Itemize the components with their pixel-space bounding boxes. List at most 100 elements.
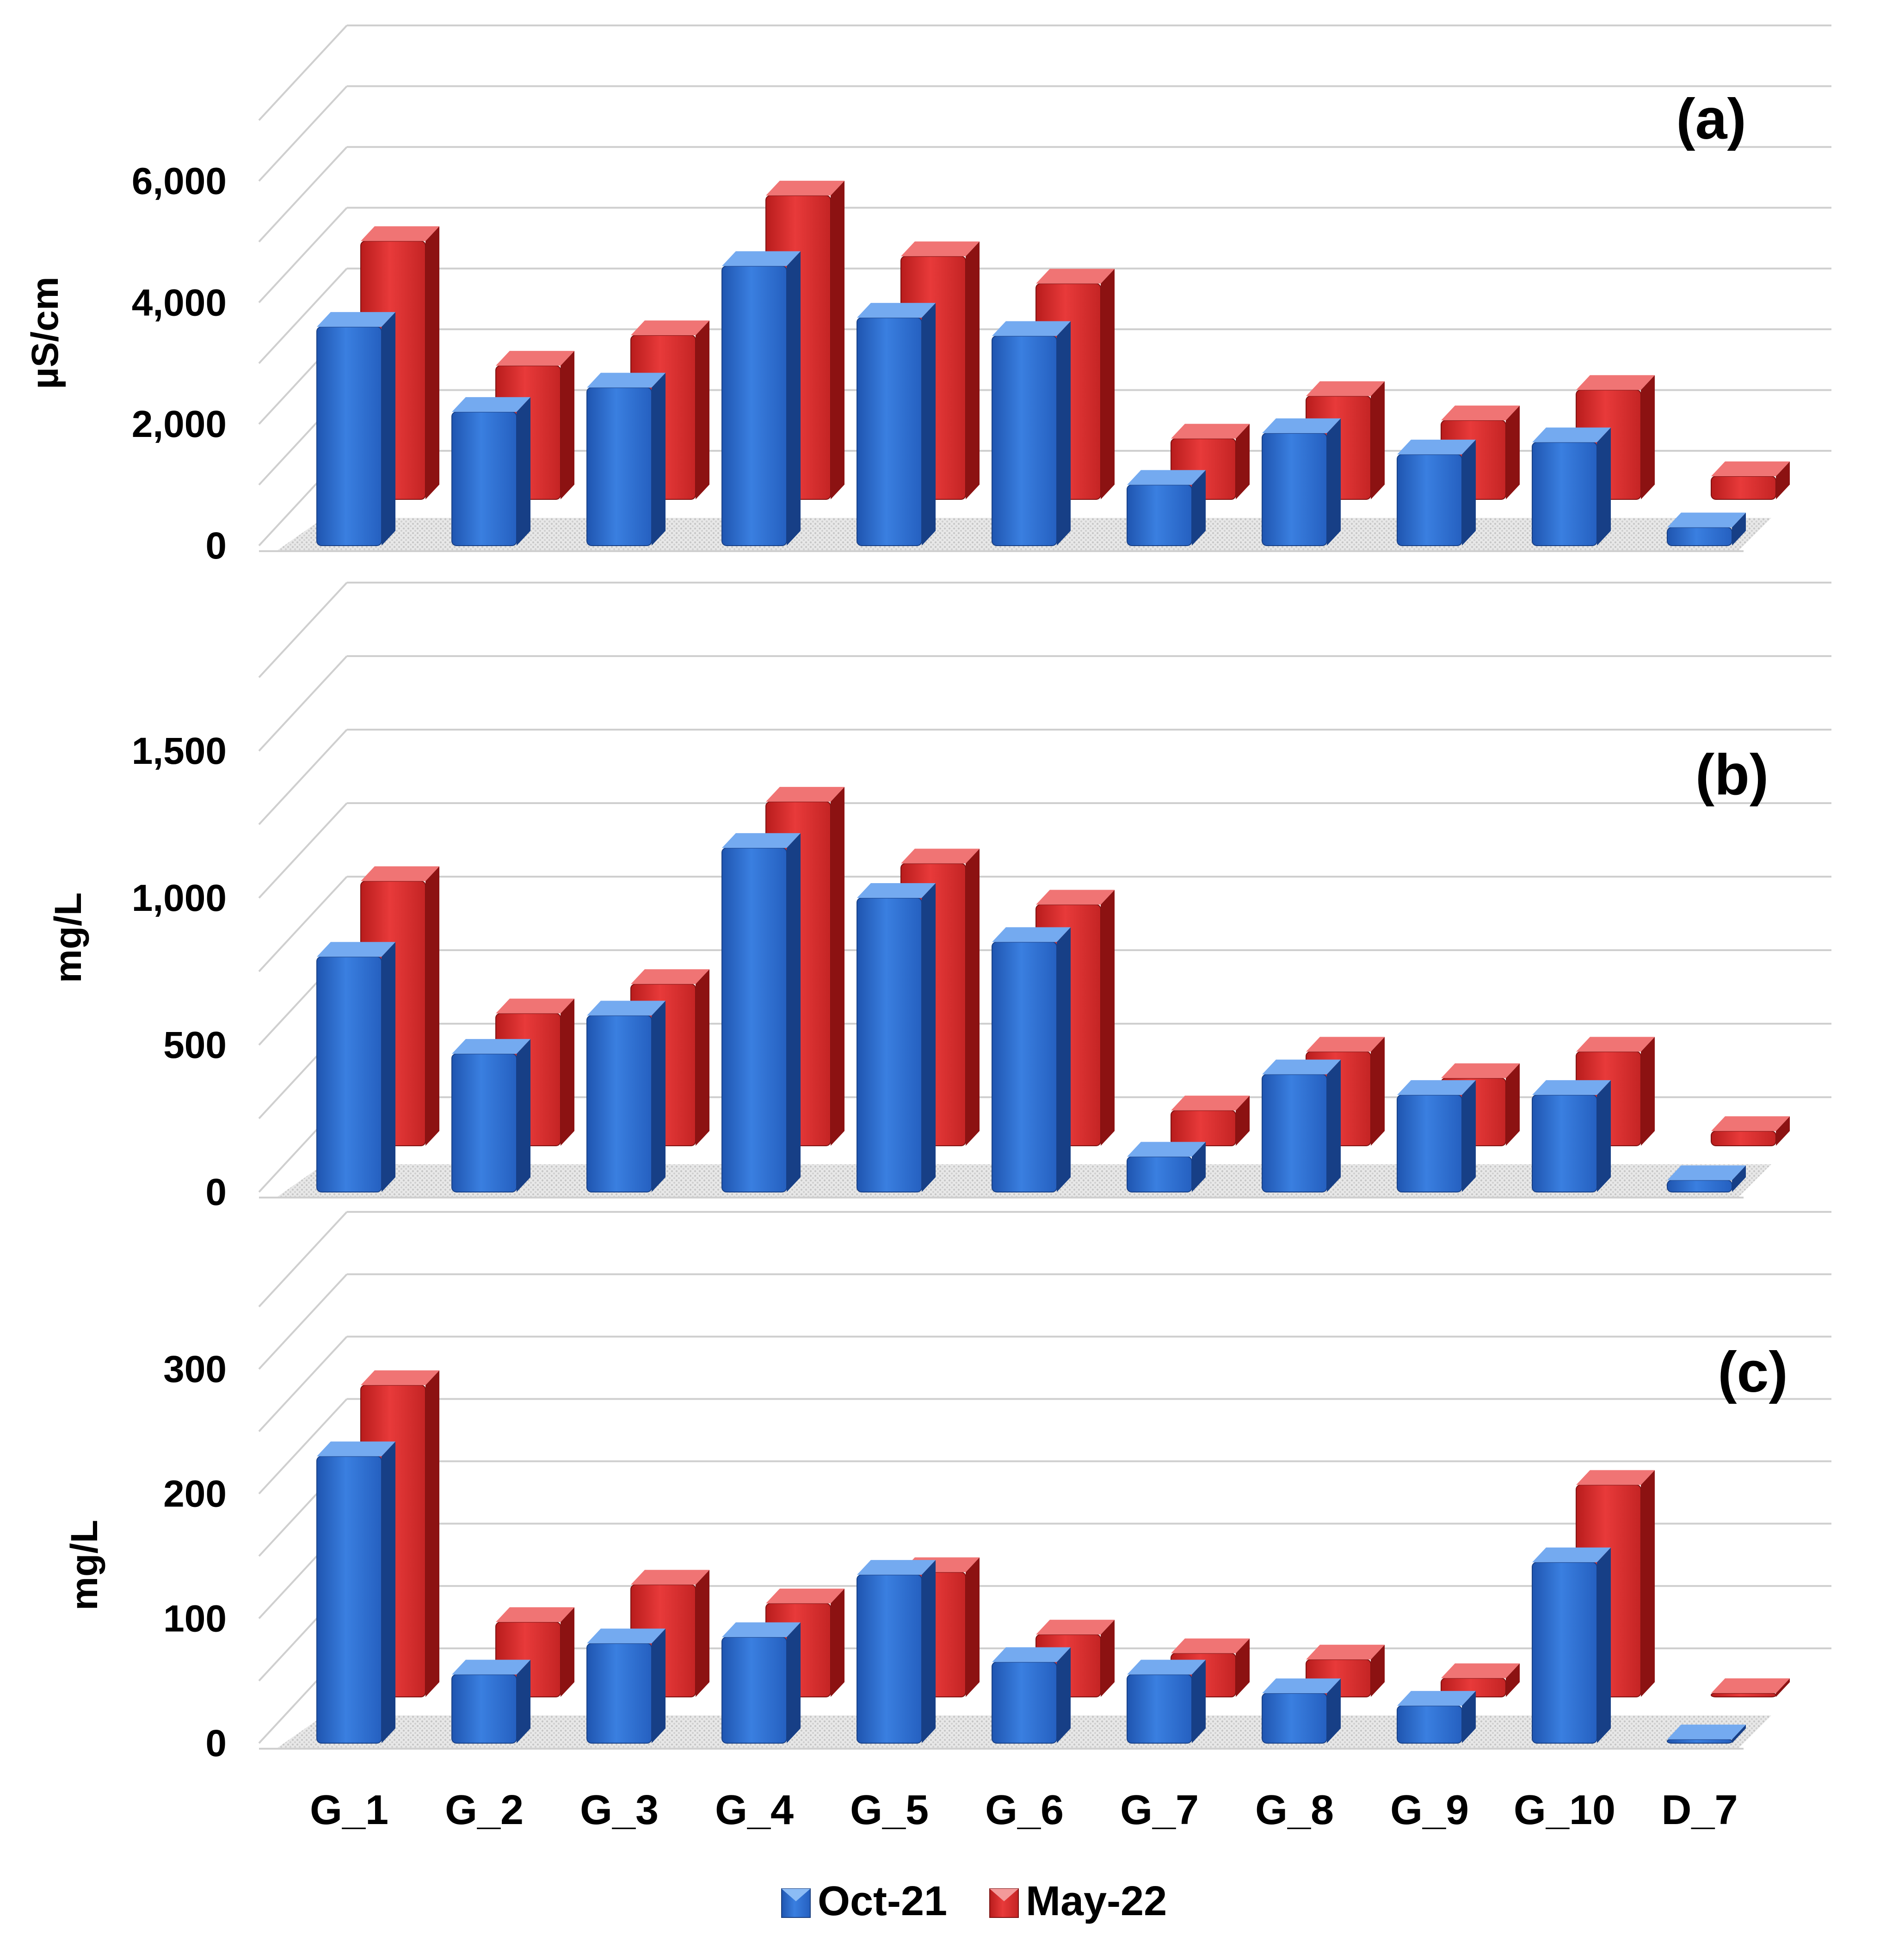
y-axis-label: mg/L [47, 892, 89, 983]
bar-a-g-4-oct-21-front [721, 265, 787, 546]
y-tick-label: 2,000 [132, 403, 227, 445]
bar-b-g-2-oct-21-front [451, 1053, 517, 1193]
bar-b-g-6-oct-21 [992, 927, 1071, 1192]
bar-b-g-2-oct-21 [451, 1039, 530, 1193]
bar-c-g-1-oct-21-front [316, 1456, 382, 1744]
bar-a-g-6-oct-21-side [1057, 321, 1071, 546]
panel-b-bars [316, 786, 1790, 1193]
bar-c-g-5-oct-21-top [857, 1560, 936, 1575]
x-tick-label-g-7: G_7 [1120, 1787, 1199, 1833]
bar-c-g-1-oct-21 [316, 1441, 395, 1744]
bar-c-g-10-oct-21-side [1597, 1547, 1611, 1743]
bar-c-g-4-oct-21-side [787, 1622, 801, 1743]
bar-b-g-5-oct-21-side [922, 883, 936, 1192]
bar-b-g-1-may-22-top [361, 866, 439, 881]
x-tick-label-g-3: G_3 [580, 1787, 659, 1833]
bar-b-g-7-oct-21-top [1127, 1142, 1206, 1157]
bar-b-g-5-oct-21 [857, 883, 936, 1192]
y-tick-label: 500 [163, 1024, 227, 1066]
bar-a-g-10-oct-21 [1532, 427, 1611, 546]
bar-a-g-9-oct-21 [1397, 439, 1476, 546]
x-tick-label-g-4: G_4 [715, 1787, 794, 1833]
bar-b-g-8-oct-21-top [1262, 1059, 1341, 1075]
bar-c-g-8-oct-21-side [1327, 1678, 1341, 1743]
bar-c-g-7-oct-21-side [1192, 1659, 1206, 1743]
bar-c-g-2-may-22-top [496, 1607, 574, 1622]
bar-b-g-4-oct-21-side [787, 833, 801, 1192]
bar-c-g-2-oct-21-top [452, 1659, 530, 1675]
bar-b-g-8-may-22-side [1371, 1037, 1385, 1146]
bar-a-d-7-oct-21-side [1732, 512, 1746, 546]
bar-a-d-7-may-22 [1711, 461, 1790, 500]
bar-a-g-6-oct-21-top [992, 321, 1071, 336]
bar-a-g-4-may-22-side [831, 180, 844, 499]
bar-a-g-1-oct-21-front [316, 326, 382, 546]
bar-a-g-4-oct-21-side [787, 251, 801, 546]
bar-a-g-3-oct-21 [586, 373, 666, 546]
bar-a-d-7-oct-21 [1667, 512, 1746, 546]
bar-a-g-2-oct-21-side [517, 397, 530, 546]
bar-a-g-1-oct-21-side [382, 312, 395, 546]
bar-a-g-8-oct-21-side [1327, 418, 1341, 546]
panel-label: (c) [1718, 1340, 1788, 1404]
x-tick-label-g-9: G_9 [1390, 1787, 1469, 1833]
bar-a-g-8-oct-21-top [1262, 418, 1341, 433]
bar-b-g-10-oct-21-side [1597, 1080, 1611, 1192]
bar-c-g-8-oct-21-front [1262, 1693, 1327, 1744]
bar-b-g-4-oct-21-front [721, 847, 787, 1192]
bar-b-g-7-may-22-front [1171, 1110, 1236, 1146]
bar-c-g-5-oct-21 [857, 1560, 936, 1744]
bar-a-g-9-oct-21-side [1462, 439, 1476, 546]
bar-b-g-5-may-22-side [966, 848, 980, 1146]
bar-a-g-5-may-22-side [966, 241, 980, 499]
x-tick-label-g-5: G_5 [850, 1787, 929, 1833]
bar-a-g-2-may-22-side [561, 350, 574, 499]
bar-a-g-5-oct-21-side [922, 303, 936, 546]
bar-a-d-7-may-22-front [1711, 476, 1776, 500]
bar-b-g-5-may-22-top [901, 848, 980, 864]
bar-b-g-8-oct-21-front [1262, 1074, 1327, 1193]
bar-b-g-3-oct-21 [586, 1001, 666, 1192]
bar-c-g-4-oct-21-top [722, 1622, 801, 1637]
bar-a-g-9-may-22-side [1506, 406, 1520, 499]
bar-a-d-7-oct-21-front [1667, 527, 1732, 546]
gridline-diagonal [258, 655, 348, 752]
bar-b-g-9-oct-21 [1397, 1080, 1476, 1193]
gridline-diagonal [258, 1211, 348, 1308]
bar-c-g-6-oct-21 [992, 1647, 1071, 1744]
bar-a-g-7-oct-21-top [1127, 470, 1206, 485]
bar-b-g-10-oct-21 [1532, 1080, 1611, 1193]
gridline-diagonal [258, 876, 348, 972]
bar-b-g-10-oct-21-top [1532, 1080, 1611, 1095]
bar-b-g-1-oct-21 [316, 942, 395, 1192]
x-tick-label-g-6: G_6 [985, 1787, 1064, 1833]
bar-c-g-6-may-22-top [1036, 1620, 1115, 1635]
panel-label: (a) [1676, 87, 1746, 151]
bar-c-g-3-may-22-side [696, 1570, 709, 1697]
bar-c-g-2-oct-21 [451, 1659, 530, 1744]
bar-a-g-8-oct-21-front [1262, 432, 1327, 546]
bar-b-d-7-may-22-side [1776, 1116, 1790, 1146]
y-tick-label: 0 [205, 525, 227, 567]
bar-c-g-9-may-22-side [1506, 1663, 1520, 1697]
bar-b-g-10-may-22-side [1641, 1037, 1655, 1146]
x-axis-labels: G_1 G_2 G_3 G_4 G_5 G_6 G_7 G_8 G_9 G_10 D_7 [310, 1787, 1738, 1833]
y-tick-label: 0 [205, 1722, 227, 1764]
bar-b-g-7-oct-21-side [1192, 1142, 1206, 1192]
gridline-diagonal [258, 25, 348, 121]
bar-c-g-3-oct-21-front [586, 1643, 652, 1744]
bar-b-g-9-may-22-side [1506, 1063, 1520, 1146]
bar-c-g-2-oct-21-front [451, 1674, 517, 1744]
bar-b-g-8-oct-21 [1262, 1059, 1341, 1193]
bar-a-g-7-oct-21-front [1127, 484, 1192, 546]
bar-b-g-9-oct-21-top [1397, 1080, 1476, 1095]
bar-c-g-10-oct-21 [1532, 1547, 1611, 1744]
panel-a-bars [316, 180, 1790, 547]
bar-b-g-4-oct-21 [721, 833, 801, 1192]
gridline-diagonal [258, 802, 348, 899]
bar-b-g-1-oct-21-top [317, 942, 395, 957]
bar-c-g-4-may-22-top [766, 1588, 844, 1604]
bar-a-g-3-oct-21-side [652, 373, 666, 546]
bar-a-g-10-may-22-top [1576, 375, 1655, 390]
